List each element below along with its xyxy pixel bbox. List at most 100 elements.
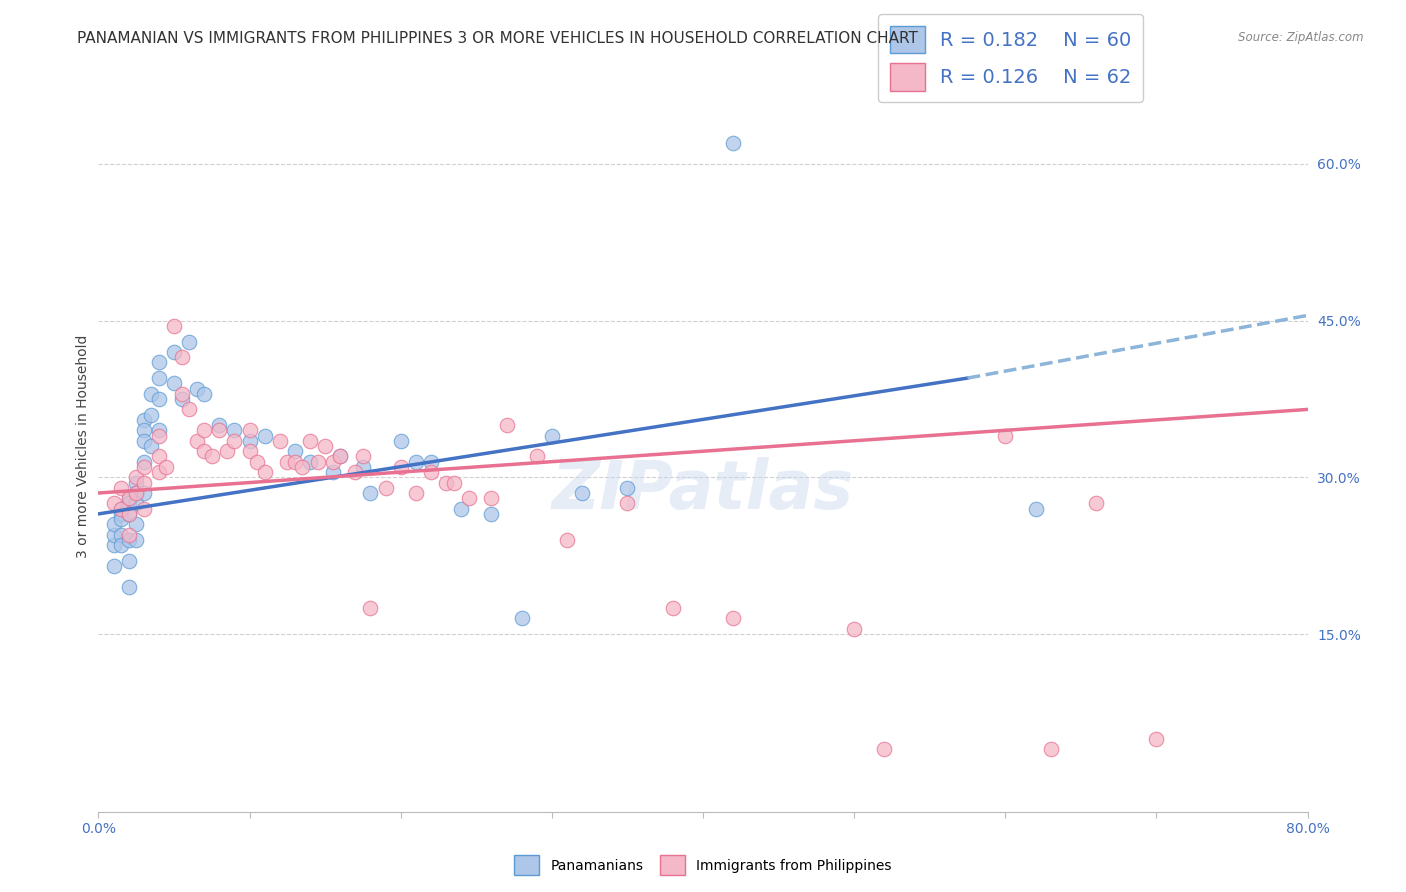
Point (103, 538, 125, 552)
Point (322, 465, 344, 479)
Point (344, 465, 367, 479)
Point (148, 450, 170, 464)
Point (125, 517, 148, 532)
Point (103, 559, 125, 574)
Point (118, 491, 141, 506)
Point (170, 350, 193, 364)
Point (420, 455, 443, 469)
Point (163, 345, 186, 359)
Point (269, 434, 291, 448)
Point (443, 475, 465, 490)
Point (299, 455, 322, 469)
Point (571, 486, 593, 500)
Point (110, 528, 132, 542)
Point (201, 450, 224, 464)
Point (132, 423, 155, 437)
Point (132, 475, 155, 490)
Point (1144, 731, 1167, 746)
Point (994, 428, 1017, 442)
Point (352, 459, 374, 474)
Point (873, 742, 896, 756)
Point (186, 382, 208, 396)
Point (224, 434, 246, 448)
Point (179, 334, 201, 349)
Point (481, 507, 503, 521)
Point (148, 355, 170, 369)
Point (555, 533, 578, 547)
Point (148, 428, 170, 442)
Point (170, 386, 193, 401)
Point (148, 392, 170, 406)
Point (132, 459, 155, 474)
Point (291, 459, 314, 474)
Point (110, 512, 132, 526)
Point (352, 450, 374, 464)
Point (125, 486, 148, 500)
Point (193, 386, 215, 401)
Point (661, 601, 683, 615)
Point (299, 434, 322, 448)
Point (723, 136, 745, 150)
Point (510, 611, 533, 625)
Text: ZIPatlas: ZIPatlas (553, 457, 853, 523)
Point (103, 496, 125, 510)
Point (434, 475, 457, 490)
Point (132, 486, 155, 500)
Point (329, 450, 352, 464)
Point (118, 507, 141, 521)
Point (103, 528, 125, 542)
Point (141, 439, 163, 453)
Point (125, 533, 148, 547)
Point (495, 418, 517, 433)
Point (110, 481, 132, 495)
Point (132, 413, 155, 427)
Point (118, 491, 141, 506)
Point (186, 434, 208, 448)
Point (193, 423, 215, 437)
Point (103, 517, 125, 532)
Point (374, 481, 396, 495)
Point (1024, 501, 1046, 516)
Text: Source: ZipAtlas.com: Source: ZipAtlas.com (1239, 31, 1364, 45)
Point (148, 371, 170, 385)
Point (526, 450, 548, 464)
Point (118, 533, 141, 547)
Point (132, 501, 155, 516)
Point (307, 455, 329, 469)
Point (125, 496, 148, 510)
Point (405, 486, 427, 500)
Point (246, 455, 269, 469)
Point (208, 423, 231, 437)
Point (125, 475, 148, 490)
Point (540, 428, 562, 442)
Point (125, 486, 148, 500)
Point (132, 434, 155, 448)
Point (616, 481, 638, 495)
Point (148, 465, 170, 479)
Point (125, 470, 148, 484)
Point (389, 434, 412, 448)
Point (118, 528, 141, 542)
Point (284, 444, 307, 458)
Text: PANAMANIAN VS IMMIGRANTS FROM PHILIPPINES 3 OR MORE VEHICLES IN HOUSEHOLD CORREL: PANAMANIAN VS IMMIGRANTS FROM PHILIPPINE… (77, 31, 918, 46)
Point (118, 554, 141, 568)
Point (1039, 742, 1062, 756)
Point (253, 465, 276, 479)
Point (1085, 496, 1108, 510)
Point (253, 428, 276, 442)
Point (155, 459, 177, 474)
Point (118, 496, 141, 510)
Point (118, 580, 141, 594)
Y-axis label: 3 or more Vehicles in Household: 3 or more Vehicles in Household (76, 334, 90, 558)
Point (215, 444, 238, 458)
Point (276, 455, 298, 469)
Point (405, 455, 427, 469)
Point (450, 501, 472, 516)
Point (193, 444, 215, 458)
Point (239, 444, 262, 458)
Point (224, 423, 246, 437)
Point (314, 439, 336, 453)
Point (132, 455, 155, 469)
Point (110, 538, 132, 552)
Point (148, 423, 170, 437)
